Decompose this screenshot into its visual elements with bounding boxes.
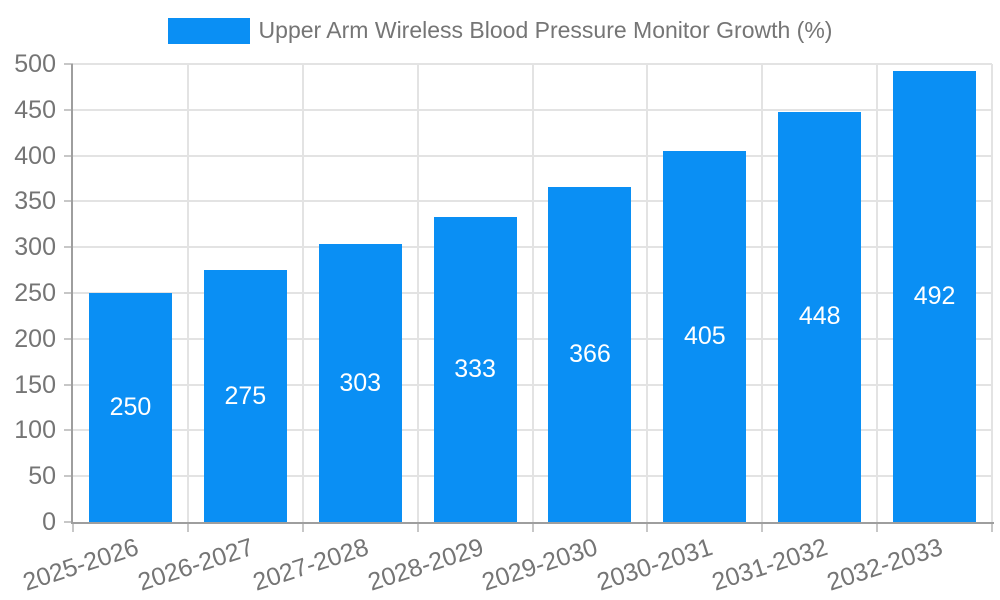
bar-value-label: 366 [569,339,611,368]
legend-item[interactable]: Upper Arm Wireless Blood Pressure Monito… [167,17,833,44]
x-axis-tick [72,522,74,532]
bar-value-label: 448 [798,302,841,331]
v-gridline [531,64,534,522]
v-gridline [416,64,419,522]
x-tick-label: 2027-2028 [249,533,372,597]
x-tick-label: 2028-2029 [364,533,487,597]
y-axis-tick [64,246,73,249]
y-axis-line [71,64,73,524]
bar-value-label: 333 [454,354,496,383]
y-axis-tick [64,429,73,432]
y-axis-tick [64,200,73,203]
v-gridline [301,64,304,522]
bar-value-label: 492 [913,282,956,311]
y-tick-label: 400 [14,141,56,170]
y-axis-tick [64,475,73,478]
bar: 492 [893,71,977,522]
y-tick-label: 350 [14,187,56,216]
bar-value-label: 250 [109,393,152,421]
x-tick-label: 2025-2026 [19,533,142,597]
y-axis-tick [64,154,73,157]
x-tick-label: 2030-2031 [593,533,717,597]
y-tick-label: 450 [14,95,56,124]
x-axis-tick [876,522,879,532]
v-gridline [646,64,649,522]
x-axis-line [71,522,994,524]
v-gridline [761,64,764,522]
bar: 448 [778,111,862,522]
y-tick-label: 0 [42,508,56,536]
bar: 303 [318,244,402,522]
y-axis-tick [64,63,73,65]
y-tick-label: 100 [14,416,56,445]
y-tick-label: 250 [14,279,56,307]
y-tick-label: 150 [14,370,56,399]
bar: 275 [203,270,287,522]
x-axis-tick [301,522,304,532]
x-axis-tick [186,522,189,532]
legend-label: Upper Arm Wireless Blood Pressure Monito… [258,17,833,43]
y-axis-tick [64,108,73,111]
bar: 405 [663,151,747,522]
bar-value-label: 275 [224,381,267,410]
bar: 333 [433,216,517,522]
x-axis-tick [531,522,534,532]
v-gridline [876,64,879,522]
chart-legend: Upper Arm Wireless Blood Pressure Monito… [0,17,1000,44]
v-gridline [991,64,993,522]
x-tick-label: 2029-2030 [478,533,602,597]
x-axis-tick [646,522,649,532]
bar-value-label: 303 [339,368,382,397]
bar-value-label: 405 [683,322,726,350]
y-tick-label: 50 [28,462,56,491]
x-tick-label: 2032-2033 [823,533,946,597]
x-tick-label: 2031-2032 [708,533,832,597]
y-axis-tick [64,383,73,386]
y-tick-label: 300 [14,233,56,262]
y-tick-label: 200 [14,324,56,353]
y-axis-tick [64,337,73,340]
y-axis-tick [64,521,73,523]
v-gridline [186,64,189,522]
y-tick-label: 500 [14,50,56,78]
x-axis-tick [416,522,419,532]
x-axis-tick [991,522,993,532]
x-tick-label: 2026-2027 [134,533,257,597]
x-axis-tick [761,522,764,532]
y-axis-tick [64,292,73,294]
bar: 250 [88,293,172,522]
legend-swatch-icon [167,17,250,44]
bar: 366 [548,186,632,522]
